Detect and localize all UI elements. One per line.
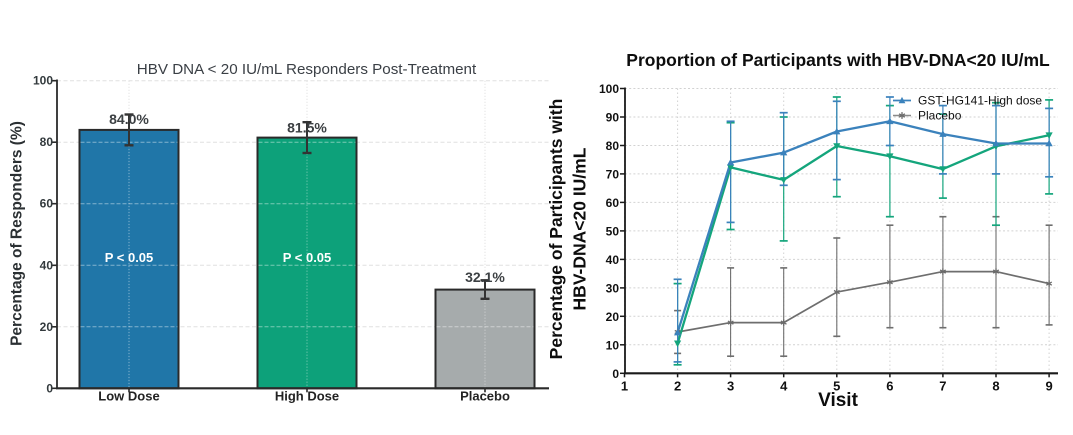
svg-text:100: 100 <box>33 74 53 88</box>
svg-text:Placebo: Placebo <box>918 109 962 123</box>
svg-text:P < 0.05: P < 0.05 <box>105 250 154 265</box>
svg-text:9: 9 <box>1045 379 1052 394</box>
svg-text:30: 30 <box>606 281 620 295</box>
svg-text:60: 60 <box>40 197 54 211</box>
svg-text:Percentage of Responders (%): Percentage of Responders (%) <box>9 121 26 346</box>
svg-text:60: 60 <box>606 196 620 210</box>
svg-text:20: 20 <box>40 320 54 334</box>
svg-text:80: 80 <box>40 135 54 149</box>
svg-text:5: 5 <box>833 379 840 394</box>
svg-text:7: 7 <box>939 379 946 394</box>
svg-text:80: 80 <box>606 139 620 153</box>
svg-text:40: 40 <box>40 258 54 272</box>
svg-text:40: 40 <box>606 253 620 267</box>
svg-text:High Dose: High Dose <box>275 389 339 404</box>
svg-text:Proportion of Participants wit: Proportion of Participants with HBV-DNA<… <box>626 50 1050 70</box>
svg-text:20: 20 <box>606 310 620 324</box>
svg-text:10: 10 <box>606 338 620 352</box>
svg-text:HBV DNA < 20 IU/mL Responders: HBV DNA < 20 IU/mL Responders Post-Treat… <box>137 61 477 78</box>
svg-text:0: 0 <box>46 381 53 395</box>
svg-text:Low Dose: Low Dose <box>98 389 159 404</box>
svg-text:0: 0 <box>612 367 619 381</box>
svg-text:50: 50 <box>606 224 620 238</box>
svg-text:81.5%: 81.5% <box>287 120 327 136</box>
svg-text:70: 70 <box>606 167 620 181</box>
svg-text:Percentage of Participants wit: Percentage of Participants with <box>546 99 566 360</box>
svg-text:GST-HG141-High dose: GST-HG141-High dose <box>918 94 1042 108</box>
svg-text:3: 3 <box>727 379 734 394</box>
svg-text:Visit: Visit <box>818 390 858 411</box>
svg-text:8: 8 <box>992 379 999 394</box>
svg-text:90: 90 <box>606 111 620 125</box>
svg-text:HBV-DNA<20 IU/mL: HBV-DNA<20 IU/mL <box>570 147 590 310</box>
svg-text:1: 1 <box>621 379 628 394</box>
svg-text:6: 6 <box>886 379 893 394</box>
svg-text:4: 4 <box>780 379 788 394</box>
svg-text:2: 2 <box>674 379 681 394</box>
svg-text:84.0%: 84.0% <box>109 111 149 127</box>
svg-text:100: 100 <box>599 82 619 96</box>
svg-text:P < 0.05: P < 0.05 <box>283 250 332 265</box>
svg-text:Placebo: Placebo <box>460 389 510 404</box>
svg-text:32.1%: 32.1% <box>465 269 505 285</box>
